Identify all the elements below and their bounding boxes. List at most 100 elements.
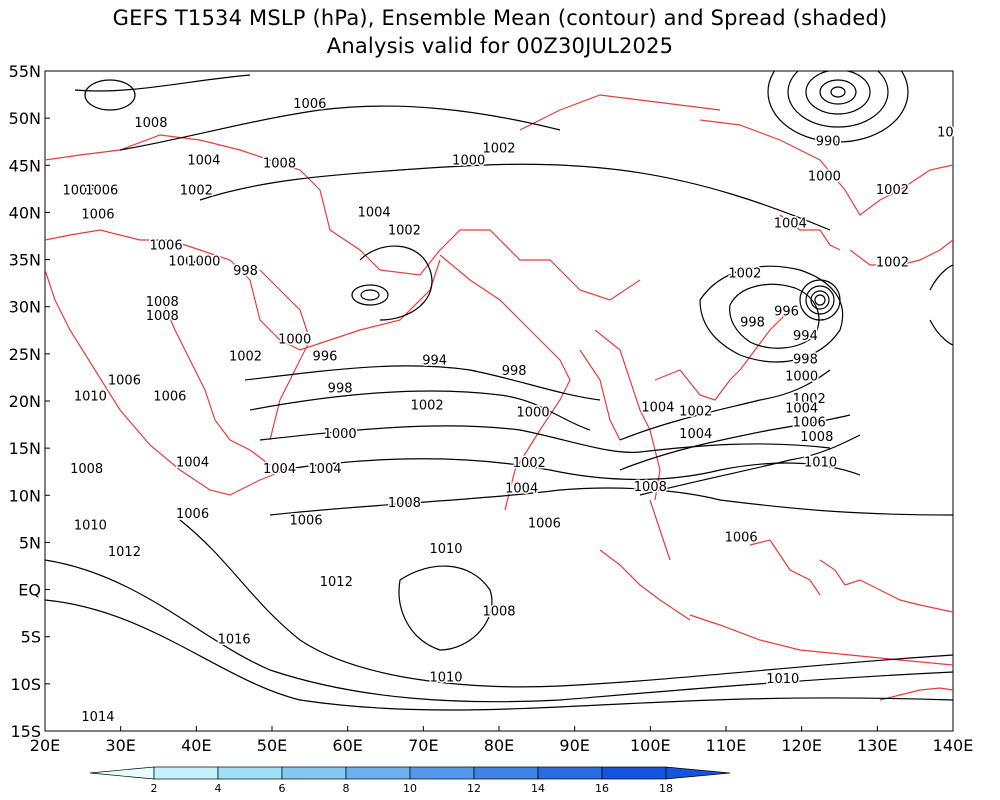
contour-label: 1006 — [528, 517, 561, 532]
lon-label: 30E — [105, 736, 135, 755]
lat-label: 15N — [9, 439, 41, 458]
contour-label: 1010 — [429, 542, 462, 557]
contour-label: 1010 — [74, 389, 107, 404]
lat-label: 5N — [19, 533, 41, 552]
contour-label: 1008 — [70, 462, 103, 477]
contour-label: 994 — [793, 329, 818, 344]
spread-colorbar: 2 4 6 8 10 12 14 16 18 — [89, 766, 731, 795]
contour-label: 1002 — [876, 255, 909, 270]
contour-label: 1006 — [85, 184, 118, 199]
lat-label: 40N — [9, 203, 41, 222]
contour-label: 1016 — [218, 633, 251, 648]
longitude-labels: 20E 30E 40E 50E 60E 70E 80E 90E 100E 110E 120E 130E… — [30, 726, 974, 755]
contour-label: 1008 — [146, 295, 179, 310]
contour-label: 996 — [774, 304, 799, 319]
lon-label: 60E — [332, 736, 362, 755]
lat-label: EQ — [18, 581, 41, 600]
contour-label: 1002 — [679, 404, 712, 419]
contour-label: 1002 — [229, 350, 262, 365]
contour-label: 1004 — [679, 427, 712, 442]
contour-label: 994 — [422, 353, 447, 368]
contour-label: 1000 — [324, 427, 357, 442]
contour-label: 1002 — [482, 141, 515, 156]
contour-label: 1004 — [308, 462, 341, 477]
colorbar-segment — [217, 766, 283, 780]
contour-label: 1012 — [320, 575, 353, 590]
contour-label: 1000 — [187, 254, 220, 269]
colorbar-tick-label: 16 — [595, 782, 609, 795]
lat-label: 45N — [9, 156, 41, 175]
contour-label: 1006 — [176, 507, 209, 522]
colorbar-tick-label: 2 — [151, 782, 158, 795]
contour-label: 998 — [740, 316, 765, 331]
contour-label: 998 — [502, 364, 527, 379]
contour-label: 1002 — [876, 183, 909, 198]
contour-label: 1002 — [388, 223, 421, 238]
lat-label: 20N — [9, 392, 41, 411]
chart-title: GEFS T1534 MSLP (hPa), Ensemble Mean (co… — [112, 6, 888, 30]
lat-label: 15S — [10, 722, 41, 741]
contour-label: 1000 — [808, 170, 841, 185]
contour-label: 990 — [816, 135, 841, 150]
contour-label: 1002 — [513, 456, 546, 471]
contour-label: 1004 — [176, 455, 209, 470]
colorbar-tick-label: 8 — [343, 782, 350, 795]
colorbar-tick-label: 6 — [279, 782, 286, 795]
contour-label: 1010 — [804, 455, 837, 470]
contour-label: 1006 — [725, 531, 758, 546]
colorbar-tick-label: 12 — [467, 782, 481, 795]
contour-label: 1000 — [452, 154, 485, 169]
contour-label: 1004 — [263, 462, 296, 477]
lon-label: 20E — [30, 736, 60, 755]
contour-label: 1004 — [168, 254, 201, 269]
contour-label: 1012 — [108, 545, 141, 560]
lat-label: 30N — [9, 298, 41, 317]
contour-label: 1008 — [263, 156, 296, 171]
contour-label: 10 — [937, 125, 954, 140]
lon-label: 90E — [559, 736, 589, 755]
contour-label: 1006 — [290, 514, 323, 529]
lon-label: 140E — [933, 736, 974, 755]
latitude-labels: 55N 50N 45N 40N 35N 30N 25N 20N 15N 10N 5N EQ 5S 10S 1… — [9, 62, 50, 741]
contour-label: 1006 — [81, 207, 114, 222]
colorbar-tick-label: 10 — [403, 782, 417, 795]
contour-label: 1002 — [793, 392, 826, 407]
contour-label: 1006 — [293, 97, 326, 112]
contour-label: 1008 — [482, 604, 515, 619]
contour-label: 1004 — [358, 205, 391, 220]
colorbar-segment — [281, 766, 347, 780]
contour-label: 1006 — [150, 238, 183, 253]
contour-label: 1008 — [146, 309, 179, 324]
lon-label: 130E — [857, 736, 898, 755]
contour-label: 1008 — [800, 430, 833, 445]
lon-label: 100E — [630, 736, 671, 755]
lon-label: 80E — [484, 736, 514, 755]
contour-label: 1000 — [785, 369, 818, 384]
contour-label: 1002 — [411, 399, 444, 414]
contour-label: 1008 — [634, 480, 667, 495]
contour-label: 1000 — [517, 405, 550, 420]
map-frame — [44, 70, 954, 732]
lon-label: 120E — [781, 736, 822, 755]
country-boundaries — [45, 94, 953, 701]
colorbar-max-arrow — [665, 766, 731, 780]
colorbar-segment — [345, 766, 411, 780]
contour-label: 1008 — [388, 496, 421, 511]
colorbar-tick-label: 4 — [215, 782, 222, 795]
lat-label: 50N — [9, 109, 41, 128]
contour-label: 1004 — [641, 401, 674, 416]
contour-label: 998 — [328, 382, 353, 397]
colorbar-segment — [153, 766, 219, 780]
colorbar-segment — [601, 766, 667, 780]
chart-subtitle: Analysis valid for 00Z30JUL2025 — [326, 34, 674, 58]
colorbar-min-arrow — [89, 766, 155, 780]
lat-label: 10S — [10, 675, 41, 694]
colorbar-tick-label: 18 — [659, 782, 673, 795]
lon-label: 70E — [408, 736, 438, 755]
colorbar-segment — [409, 766, 475, 780]
lon-label: 110E — [706, 736, 747, 755]
contour-label: 1010 — [429, 670, 462, 685]
colorbar-tick-label: 14 — [531, 782, 545, 795]
contour-label: 996 — [313, 350, 338, 365]
